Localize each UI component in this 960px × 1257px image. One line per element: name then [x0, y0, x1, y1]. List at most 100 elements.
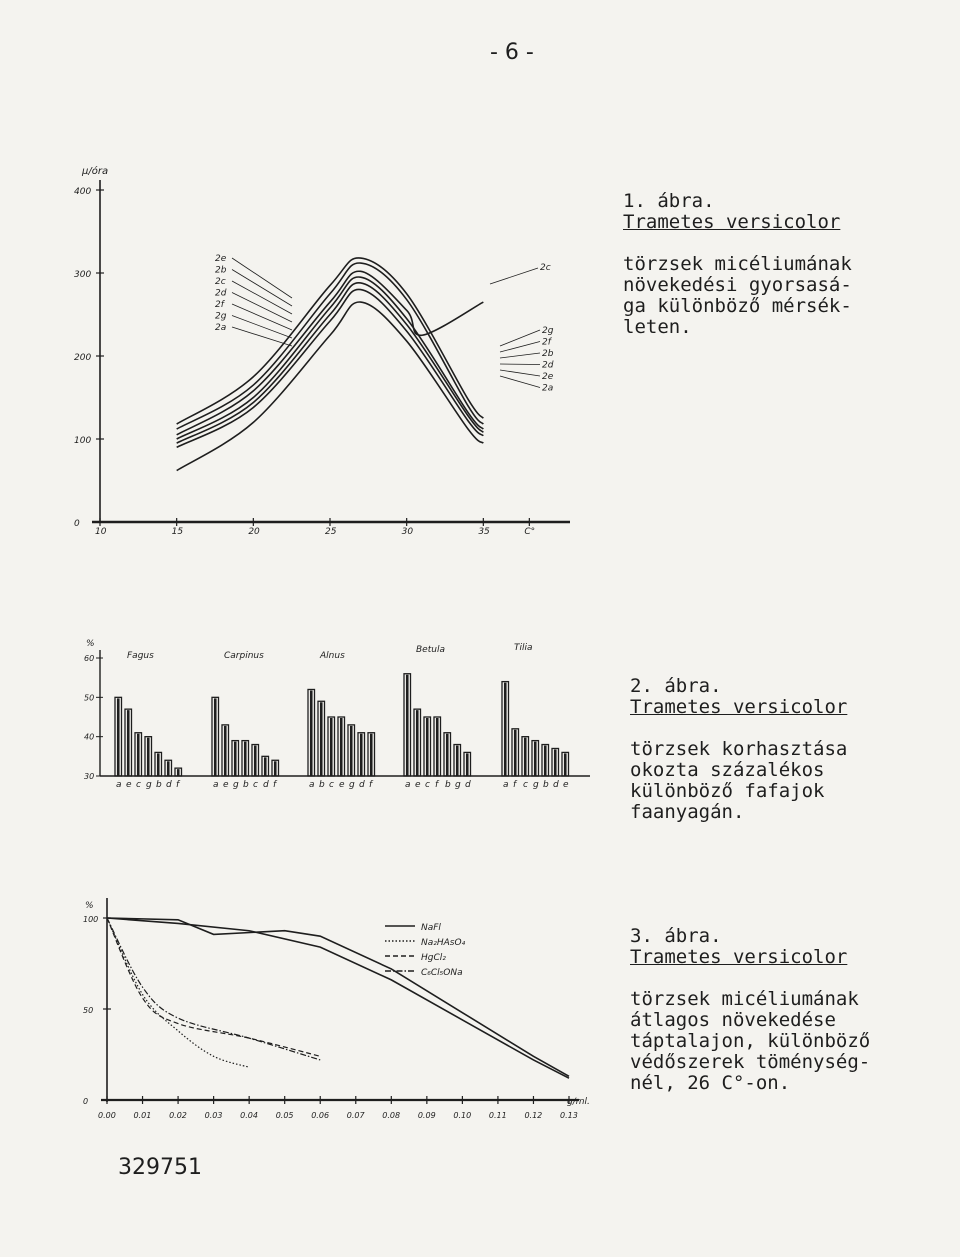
figure-3-x-tick-label: 0.02	[169, 1111, 187, 1120]
figure-1-left-label: 2d	[215, 289, 227, 299]
figure-2-y-tick-label: 60	[84, 654, 94, 663]
figure-1-number: 1. ábra.	[623, 190, 715, 212]
figure-2-y-tick-label: 50	[84, 693, 94, 702]
figure-2-bar-category: g	[455, 780, 461, 790]
figure-2-bar-category: a	[213, 780, 219, 790]
figure-1-right-label: 2a	[542, 384, 553, 394]
figure-2-bar-category: c	[329, 780, 334, 790]
figure-3-legend-label: HgCl₂	[421, 953, 446, 963]
figure-2-bar-category: e	[126, 780, 132, 790]
figure-3-line-NaFl	[106, 917, 570, 1079]
figure-2-bar-category: e	[223, 780, 229, 790]
archive-number: 329751	[118, 1155, 202, 1180]
figure-2-bar-category: f	[273, 780, 278, 790]
figure-2-bar-category: c	[425, 780, 430, 790]
figure-1-x-tick-label: 20	[248, 527, 260, 537]
figure-2-bar-category: a	[116, 780, 122, 790]
figure-1-line-2c	[176, 270, 484, 436]
figure-1-left-label: 2a	[215, 323, 226, 333]
figure-3-line-HgCl₂	[106, 917, 321, 1057]
figure-3-legend-label: Na₂HAsO₄	[421, 938, 466, 948]
figure-1-left-label: 2e	[215, 254, 227, 264]
figure-2-group-label: Alnus	[319, 651, 345, 661]
figure-2-bar-category: d	[166, 780, 172, 790]
figure-3-x-tick-label: 0.10	[453, 1111, 471, 1120]
figure-3-x-tick-label: 0.00	[98, 1111, 116, 1120]
figure-1-lines	[176, 257, 484, 472]
figure-2-bar-category: f	[435, 780, 440, 790]
figure-1-left-label: 2g	[215, 312, 227, 322]
figure-1-right-label: 2f	[542, 338, 553, 348]
figure-2-bar-category: d	[359, 780, 365, 790]
figure-1-caption: 1. ábra. Trametes versicolor törzsek mic…	[623, 170, 943, 338]
figure-1-right-leader	[499, 329, 541, 347]
figure-2-bar-category: e	[339, 780, 345, 790]
figure-3-legend-label: C₆Cl₅ONa	[421, 968, 463, 978]
figure-2-bar-category: d	[263, 780, 269, 790]
figure-3-x-tick-label: 0.04	[240, 1111, 258, 1120]
figure-3-x-tick-label: 0.11	[489, 1111, 507, 1120]
figure-1-y-tick-label: 200	[74, 353, 91, 363]
figure-2-group-label: Tilia	[514, 643, 533, 653]
figure-1-left-label: 2c	[215, 277, 226, 287]
figure-3-chart: % g/ml. 0 50 100 0.00 0.01 0.02 0.03 0.04 0.05 0.06…	[83, 898, 590, 1120]
page-number: - 6 -	[490, 40, 534, 65]
figure-1-x-tick-label: 25	[325, 527, 337, 537]
figure-1-x-tick-label: 35	[478, 527, 490, 537]
figure-2-bar-category: a	[309, 780, 315, 790]
figure-3-line-NaFl	[106, 917, 570, 1078]
figure-1-left-label: 2b	[215, 266, 227, 276]
figure-1-y-tick-label: 300	[74, 270, 91, 280]
figure-2-bar-category: f	[176, 780, 181, 790]
figure-1-left-leader	[231, 257, 293, 299]
figure-3-lines	[106, 917, 570, 1079]
figure-2-number: 2. ábra.	[630, 675, 722, 697]
figure-1-title: Trametes versicolor	[623, 211, 841, 233]
figure-2-bar-category: g	[146, 780, 152, 790]
figure-1-left-leader	[231, 280, 293, 315]
figure-1-line-2d	[176, 276, 484, 440]
figure-1-right-label: 2d	[542, 361, 554, 371]
figure-1-right-leader	[499, 363, 541, 365]
figure-1-left-leader	[231, 292, 293, 323]
figure-1-y-tick-label: 0	[74, 519, 80, 529]
figure-1-left-leader	[231, 303, 293, 331]
figure-1-left-leader	[231, 315, 293, 339]
figure-3-x-tick-label: 0.12	[524, 1111, 542, 1120]
figure-3-x-tick-label: 0.07	[347, 1111, 366, 1120]
figure-3-y-tick-label: 50	[83, 1006, 93, 1015]
figure-2-title: Trametes versicolor	[630, 696, 848, 718]
figure-3-x-axis-label: g/ml.	[567, 1097, 590, 1107]
figure-1-right-leader	[499, 375, 541, 388]
figure-1-x-tick-label: 15	[172, 527, 184, 537]
figure-2-bar-category: d	[553, 780, 559, 790]
figure-1-left-label: 2f	[215, 300, 226, 310]
figure-2-caption: 2. ábra. Trametes versicolor törzsek kor…	[630, 655, 950, 823]
figure-3-title: Trametes versicolor	[630, 946, 848, 968]
figure-3-x-tick-label: 0.06	[311, 1111, 329, 1120]
figure-2-bar-category: g	[533, 780, 539, 790]
figure-1-right-label: 2c	[540, 263, 551, 273]
figure-1-line-2g	[176, 288, 484, 449]
figure-1-y-tick-label: 100	[74, 436, 91, 446]
figure-1-right-label: 2b	[542, 349, 554, 359]
figure-1-right-leader	[489, 267, 539, 285]
figure-3-caption: 3. ábra. Trametes versicolor törzsek mic…	[630, 905, 950, 1094]
figure-1-right-leader	[499, 341, 541, 353]
figure-3-y-axis-label: %	[85, 901, 94, 911]
figure-2-bar-category: c	[253, 780, 258, 790]
figure-1-x-tick-label: 30	[402, 527, 414, 537]
figure-2-bar-category: f	[369, 780, 374, 790]
figure-2-bar-category: e	[415, 780, 421, 790]
figure-1-axes: µ/óra 0 100 200 300 400 10 15 20 25 30 35 C°	[74, 165, 570, 537]
figure-2-bar-category: g	[349, 780, 355, 790]
figure-1-line-2a	[176, 301, 484, 472]
figure-2-group-label: Carpinus	[224, 651, 264, 661]
figure-1-line-2b	[176, 262, 484, 430]
figure-3-x-tick-label: 0.01	[134, 1111, 152, 1120]
figure-2-text: törzsek korhasztása okozta százalékos kü…	[630, 738, 848, 823]
